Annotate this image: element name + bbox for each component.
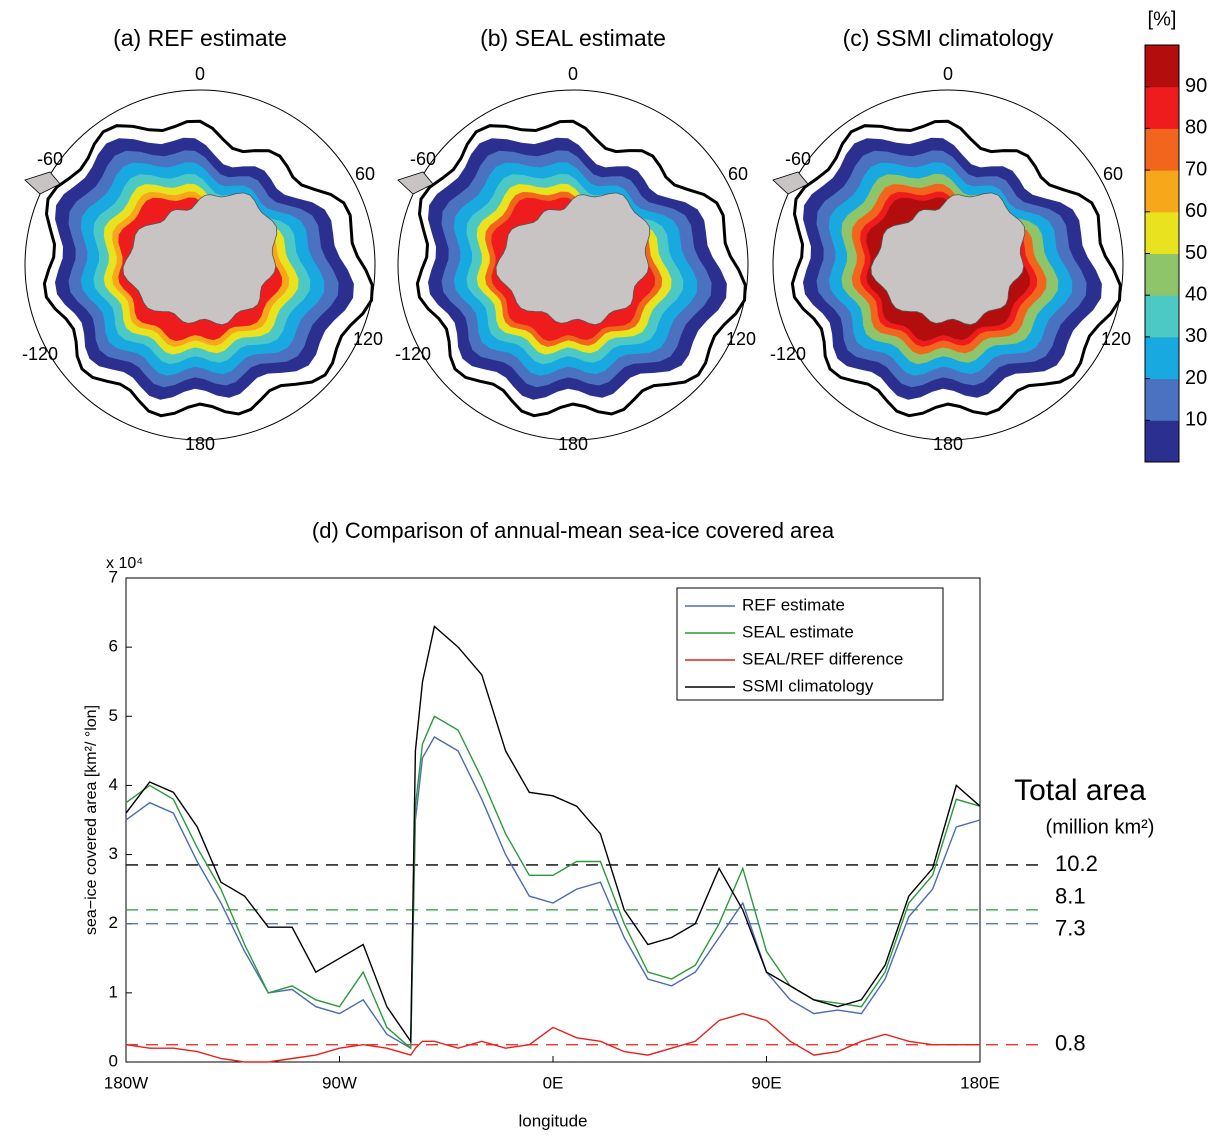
longitude-label: 120: [353, 329, 383, 349]
total-title: Total area: [1014, 774, 1146, 807]
total-units: (million km²): [1046, 816, 1155, 838]
antarctica: [870, 192, 1026, 326]
longitude-label: -120: [770, 344, 806, 364]
series-line: [125, 625, 981, 1044]
longitude-label: 180: [933, 434, 963, 454]
longitude-label: 0: [943, 64, 953, 84]
colorbar-label: [%]: [1148, 8, 1177, 30]
longitude-label: 60: [355, 164, 375, 184]
y-tick-label: 2: [109, 913, 118, 932]
x-tick-label: 90W: [322, 1073, 357, 1092]
antarctica: [495, 192, 651, 326]
mean-label: 8.1: [1055, 884, 1086, 909]
longitude-label: 0: [195, 64, 205, 84]
colorbar-swatch: [1145, 211, 1179, 254]
colorbar-tick-label: 40: [1185, 283, 1207, 305]
colorbar-swatch: [1145, 128, 1179, 171]
longitude-label: -60: [785, 149, 811, 169]
longitude-label: 180: [185, 434, 215, 454]
antarctica: [122, 192, 278, 326]
mean-label: 0.8: [1055, 1031, 1086, 1056]
longitude-label: -120: [22, 344, 58, 364]
colorbar-swatch: [1145, 86, 1179, 129]
colorbar-tick-label: 10: [1185, 409, 1207, 431]
legend-label: REF estimate: [742, 595, 845, 614]
mean-label: 10.2: [1055, 851, 1098, 876]
longitude-label: 60: [1103, 164, 1123, 184]
y-tick-label: 7: [109, 567, 118, 586]
colorbar-swatch: [1145, 378, 1179, 421]
ice-edge: [42, 119, 374, 418]
x-tick-label: 180W: [104, 1073, 148, 1092]
legend-label: SEAL estimate: [742, 622, 854, 641]
x-tick-label: 0E: [543, 1073, 564, 1092]
mean-label: 7.3: [1055, 916, 1086, 941]
colorbar-swatch: [1145, 420, 1179, 463]
longitude-label: 120: [726, 329, 756, 349]
series-line: [125, 736, 981, 1050]
series-line: [125, 1012, 980, 1063]
longitude-label: -120: [395, 344, 431, 364]
y-tick-label: 5: [109, 706, 118, 725]
legend-label: SEAL/REF difference: [742, 649, 903, 668]
colorbar-swatch: [1145, 295, 1179, 338]
south-america: [24, 171, 61, 195]
y-tick-label: 1: [109, 982, 118, 1001]
colorbar-tick-label: 20: [1185, 367, 1207, 389]
ice-edge: [415, 119, 747, 418]
x-tick-label: 90E: [751, 1073, 781, 1092]
legend-label: SSMI climatology: [742, 676, 874, 695]
longitude-label: -60: [37, 149, 63, 169]
ice-edge: [790, 119, 1122, 418]
y-tick-label: 6: [109, 637, 118, 656]
y-tick-label: 3: [109, 844, 118, 863]
colorbar-tick-label: 30: [1185, 325, 1207, 347]
map-title: (b) SEAL estimate: [480, 25, 666, 51]
south-america: [397, 171, 434, 195]
colorbar-tick-label: 80: [1185, 117, 1207, 139]
colorbar-tick-label: 70: [1185, 158, 1207, 180]
x-axis-label: longitude: [518, 1111, 587, 1130]
colorbar-tick-label: 60: [1185, 200, 1207, 222]
map-title: (a) REF estimate: [113, 25, 287, 51]
x-tick-label: 180E: [960, 1073, 1000, 1092]
y-multiplier: x 10⁴: [106, 555, 143, 572]
series-line: [125, 715, 981, 1050]
colorbar-swatch: [1145, 253, 1179, 296]
longitude-label: -60: [410, 149, 436, 169]
longitude-label: 120: [1101, 329, 1131, 349]
colorbar-swatch: [1145, 45, 1179, 88]
longitude-label: 180: [558, 434, 588, 454]
map-title: (c) SSMI climatology: [843, 25, 1054, 51]
colorbar-tick-label: 50: [1185, 242, 1207, 264]
longitude-label: 60: [728, 164, 748, 184]
longitude-label: 0: [568, 64, 578, 84]
colorbar-swatch: [1145, 170, 1179, 213]
y-axis-label: sea−ice covered area [km²/ °lon]: [83, 705, 100, 935]
y-tick-label: 0: [109, 1051, 118, 1070]
y-tick-label: 4: [109, 775, 118, 794]
chart-title: (d) Comparison of annual-mean sea-ice co…: [312, 518, 835, 543]
colorbar-swatch: [1145, 336, 1179, 380]
colorbar-tick-label: 90: [1185, 75, 1207, 97]
south-america: [772, 171, 809, 195]
